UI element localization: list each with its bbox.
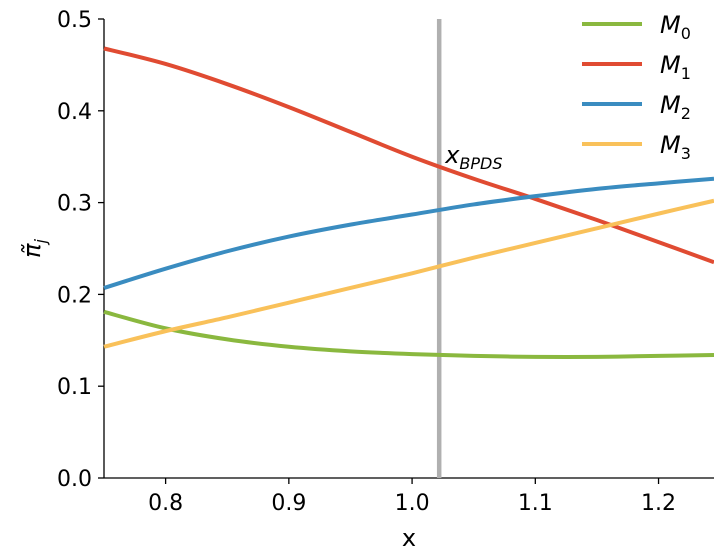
y-tick-label: 0.1: [57, 375, 92, 400]
x-tick-label: 1.1: [518, 491, 553, 516]
series-line-m3: [103, 198, 714, 349]
plot-area: xBPDS: [103, 19, 714, 478]
y-tick-label: 0.3: [57, 192, 92, 217]
series-line-m1: [103, 46, 714, 265]
legend-label-m1: M1: [660, 51, 691, 83]
x-tick-label: 0.9: [271, 491, 306, 516]
x-axis-label: x: [402, 524, 416, 548]
y-tick-label: 0.4: [57, 100, 92, 125]
legend-label-m3: M3: [660, 131, 691, 163]
y-tick-label: 0.2: [57, 283, 92, 308]
x-tick-label: 1.2: [641, 491, 676, 516]
bpds-annotation: xBPDS: [444, 141, 502, 173]
series-line-m2: [103, 176, 714, 290]
legend: M0 M1 M2 M3: [582, 11, 691, 163]
x-tick-label: 0.8: [148, 491, 183, 516]
x-tick-label: 1.0: [395, 491, 430, 516]
series-line-m0: [103, 309, 714, 359]
y-axis-label: π̃j: [18, 239, 50, 258]
y-tick-label: 0.5: [57, 8, 92, 33]
axes: 0.8 0.9 1.0 1.1 1.2 0.0 0.1 0.2 0.3 0.4 0.5 x π̃j: [18, 8, 714, 548]
legend-label-m0: M0: [660, 11, 691, 43]
legend-label-m2: M2: [660, 91, 691, 123]
y-tick-label: 0.0: [57, 467, 92, 492]
